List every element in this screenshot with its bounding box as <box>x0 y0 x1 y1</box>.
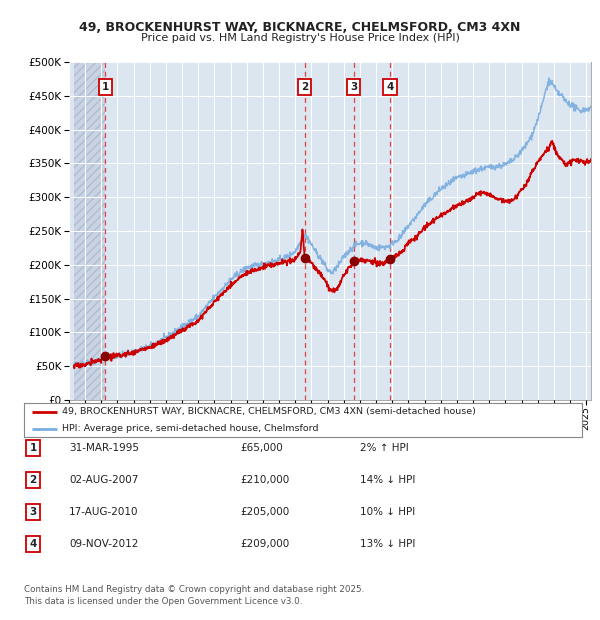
Text: Contains HM Land Registry data © Crown copyright and database right 2025.
This d: Contains HM Land Registry data © Crown c… <box>24 585 364 606</box>
Text: 17-AUG-2010: 17-AUG-2010 <box>69 507 139 517</box>
Bar <box>74 62 106 400</box>
Text: 14% ↓ HPI: 14% ↓ HPI <box>360 475 415 485</box>
Text: 13% ↓ HPI: 13% ↓ HPI <box>360 539 415 549</box>
Text: 1: 1 <box>29 443 37 453</box>
Text: £210,000: £210,000 <box>240 475 289 485</box>
Text: 2: 2 <box>301 82 308 92</box>
Text: £65,000: £65,000 <box>240 443 283 453</box>
Text: 10% ↓ HPI: 10% ↓ HPI <box>360 507 415 517</box>
Text: 2: 2 <box>29 475 37 485</box>
Text: 2% ↑ HPI: 2% ↑ HPI <box>360 443 409 453</box>
Text: 3: 3 <box>350 82 358 92</box>
Text: 3: 3 <box>29 507 37 517</box>
Text: HPI: Average price, semi-detached house, Chelmsford: HPI: Average price, semi-detached house,… <box>62 424 319 433</box>
Text: 09-NOV-2012: 09-NOV-2012 <box>69 539 139 549</box>
Text: 4: 4 <box>386 82 394 92</box>
Text: 4: 4 <box>29 539 37 549</box>
Text: 49, BROCKENHURST WAY, BICKNACRE, CHELMSFORD, CM3 4XN: 49, BROCKENHURST WAY, BICKNACRE, CHELMSF… <box>79 22 521 34</box>
Text: 49, BROCKENHURST WAY, BICKNACRE, CHELMSFORD, CM3 4XN (semi-detached house): 49, BROCKENHURST WAY, BICKNACRE, CHELMSF… <box>62 407 476 416</box>
Text: £209,000: £209,000 <box>240 539 289 549</box>
Text: 1: 1 <box>102 82 109 92</box>
Text: 02-AUG-2007: 02-AUG-2007 <box>69 475 139 485</box>
Text: £205,000: £205,000 <box>240 507 289 517</box>
Text: Price paid vs. HM Land Registry's House Price Index (HPI): Price paid vs. HM Land Registry's House … <box>140 33 460 43</box>
Text: 31-MAR-1995: 31-MAR-1995 <box>69 443 139 453</box>
